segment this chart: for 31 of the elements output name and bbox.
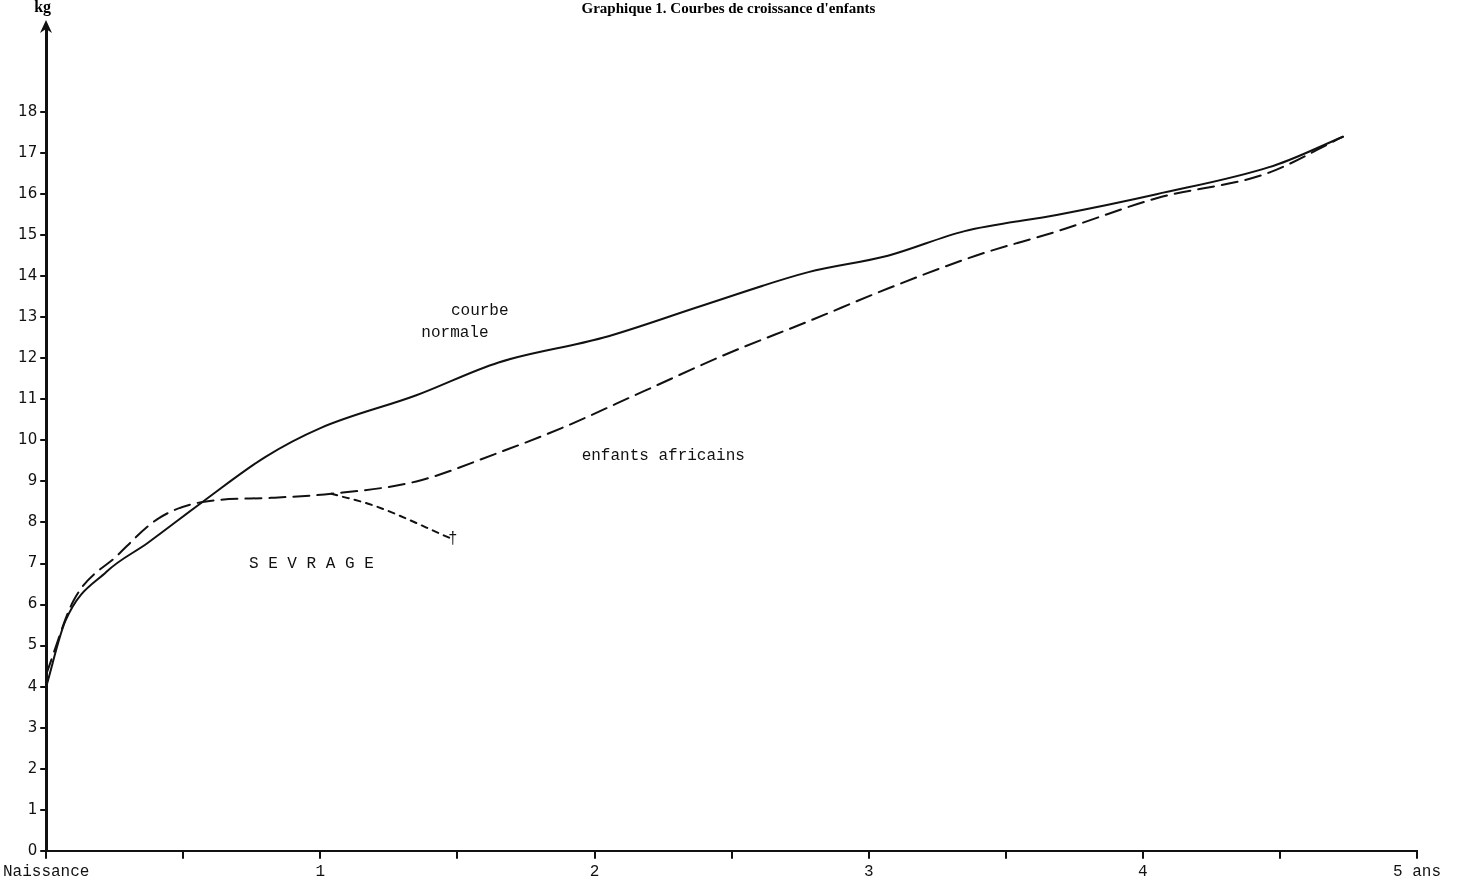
y-tick-label: 1 bbox=[27, 799, 38, 818]
y-tick-label: 5 bbox=[27, 635, 38, 654]
series-label: enfants africains bbox=[581, 447, 745, 466]
series-label: courbe normale bbox=[421, 301, 509, 342]
y-tick-label: 4 bbox=[27, 676, 38, 695]
y-tick-label: 6 bbox=[27, 594, 38, 613]
y-tick-label: 10 bbox=[18, 430, 38, 449]
y-tick-label: 13 bbox=[18, 307, 38, 326]
y-tick-label: 9 bbox=[27, 471, 38, 490]
y-tick-label: 0 bbox=[27, 840, 38, 859]
x-tick-label: 3 bbox=[863, 862, 874, 881]
y-axis-title: kg bbox=[34, 0, 52, 16]
annotation: S E V R A G E bbox=[248, 554, 374, 573]
y-tick-label: 15 bbox=[18, 225, 38, 244]
chart-title: Graphique 1. Courbes de croissance d'enfants bbox=[581, 0, 876, 16]
y-tick-label: 16 bbox=[18, 184, 38, 203]
x-tick-label: 4 bbox=[1138, 862, 1148, 881]
y-tick-label: 11 bbox=[18, 389, 38, 408]
y-tick-label: 12 bbox=[18, 348, 38, 367]
y-tick-label: 2 bbox=[27, 758, 38, 777]
annotation: † bbox=[447, 530, 458, 549]
y-tick-label: 7 bbox=[27, 553, 38, 572]
y-tick-label: 18 bbox=[18, 101, 38, 120]
y-tick-label: 3 bbox=[27, 717, 38, 736]
x-tick-label: Naissance bbox=[3, 862, 90, 881]
x-tick-label: 5 ans bbox=[1392, 862, 1442, 881]
y-tick-label: 14 bbox=[18, 266, 38, 285]
x-tick-label: 2 bbox=[589, 862, 600, 881]
y-tick-label: 17 bbox=[18, 143, 38, 162]
y-tick-label: 8 bbox=[27, 512, 38, 531]
x-tick-label: 1 bbox=[315, 862, 326, 881]
